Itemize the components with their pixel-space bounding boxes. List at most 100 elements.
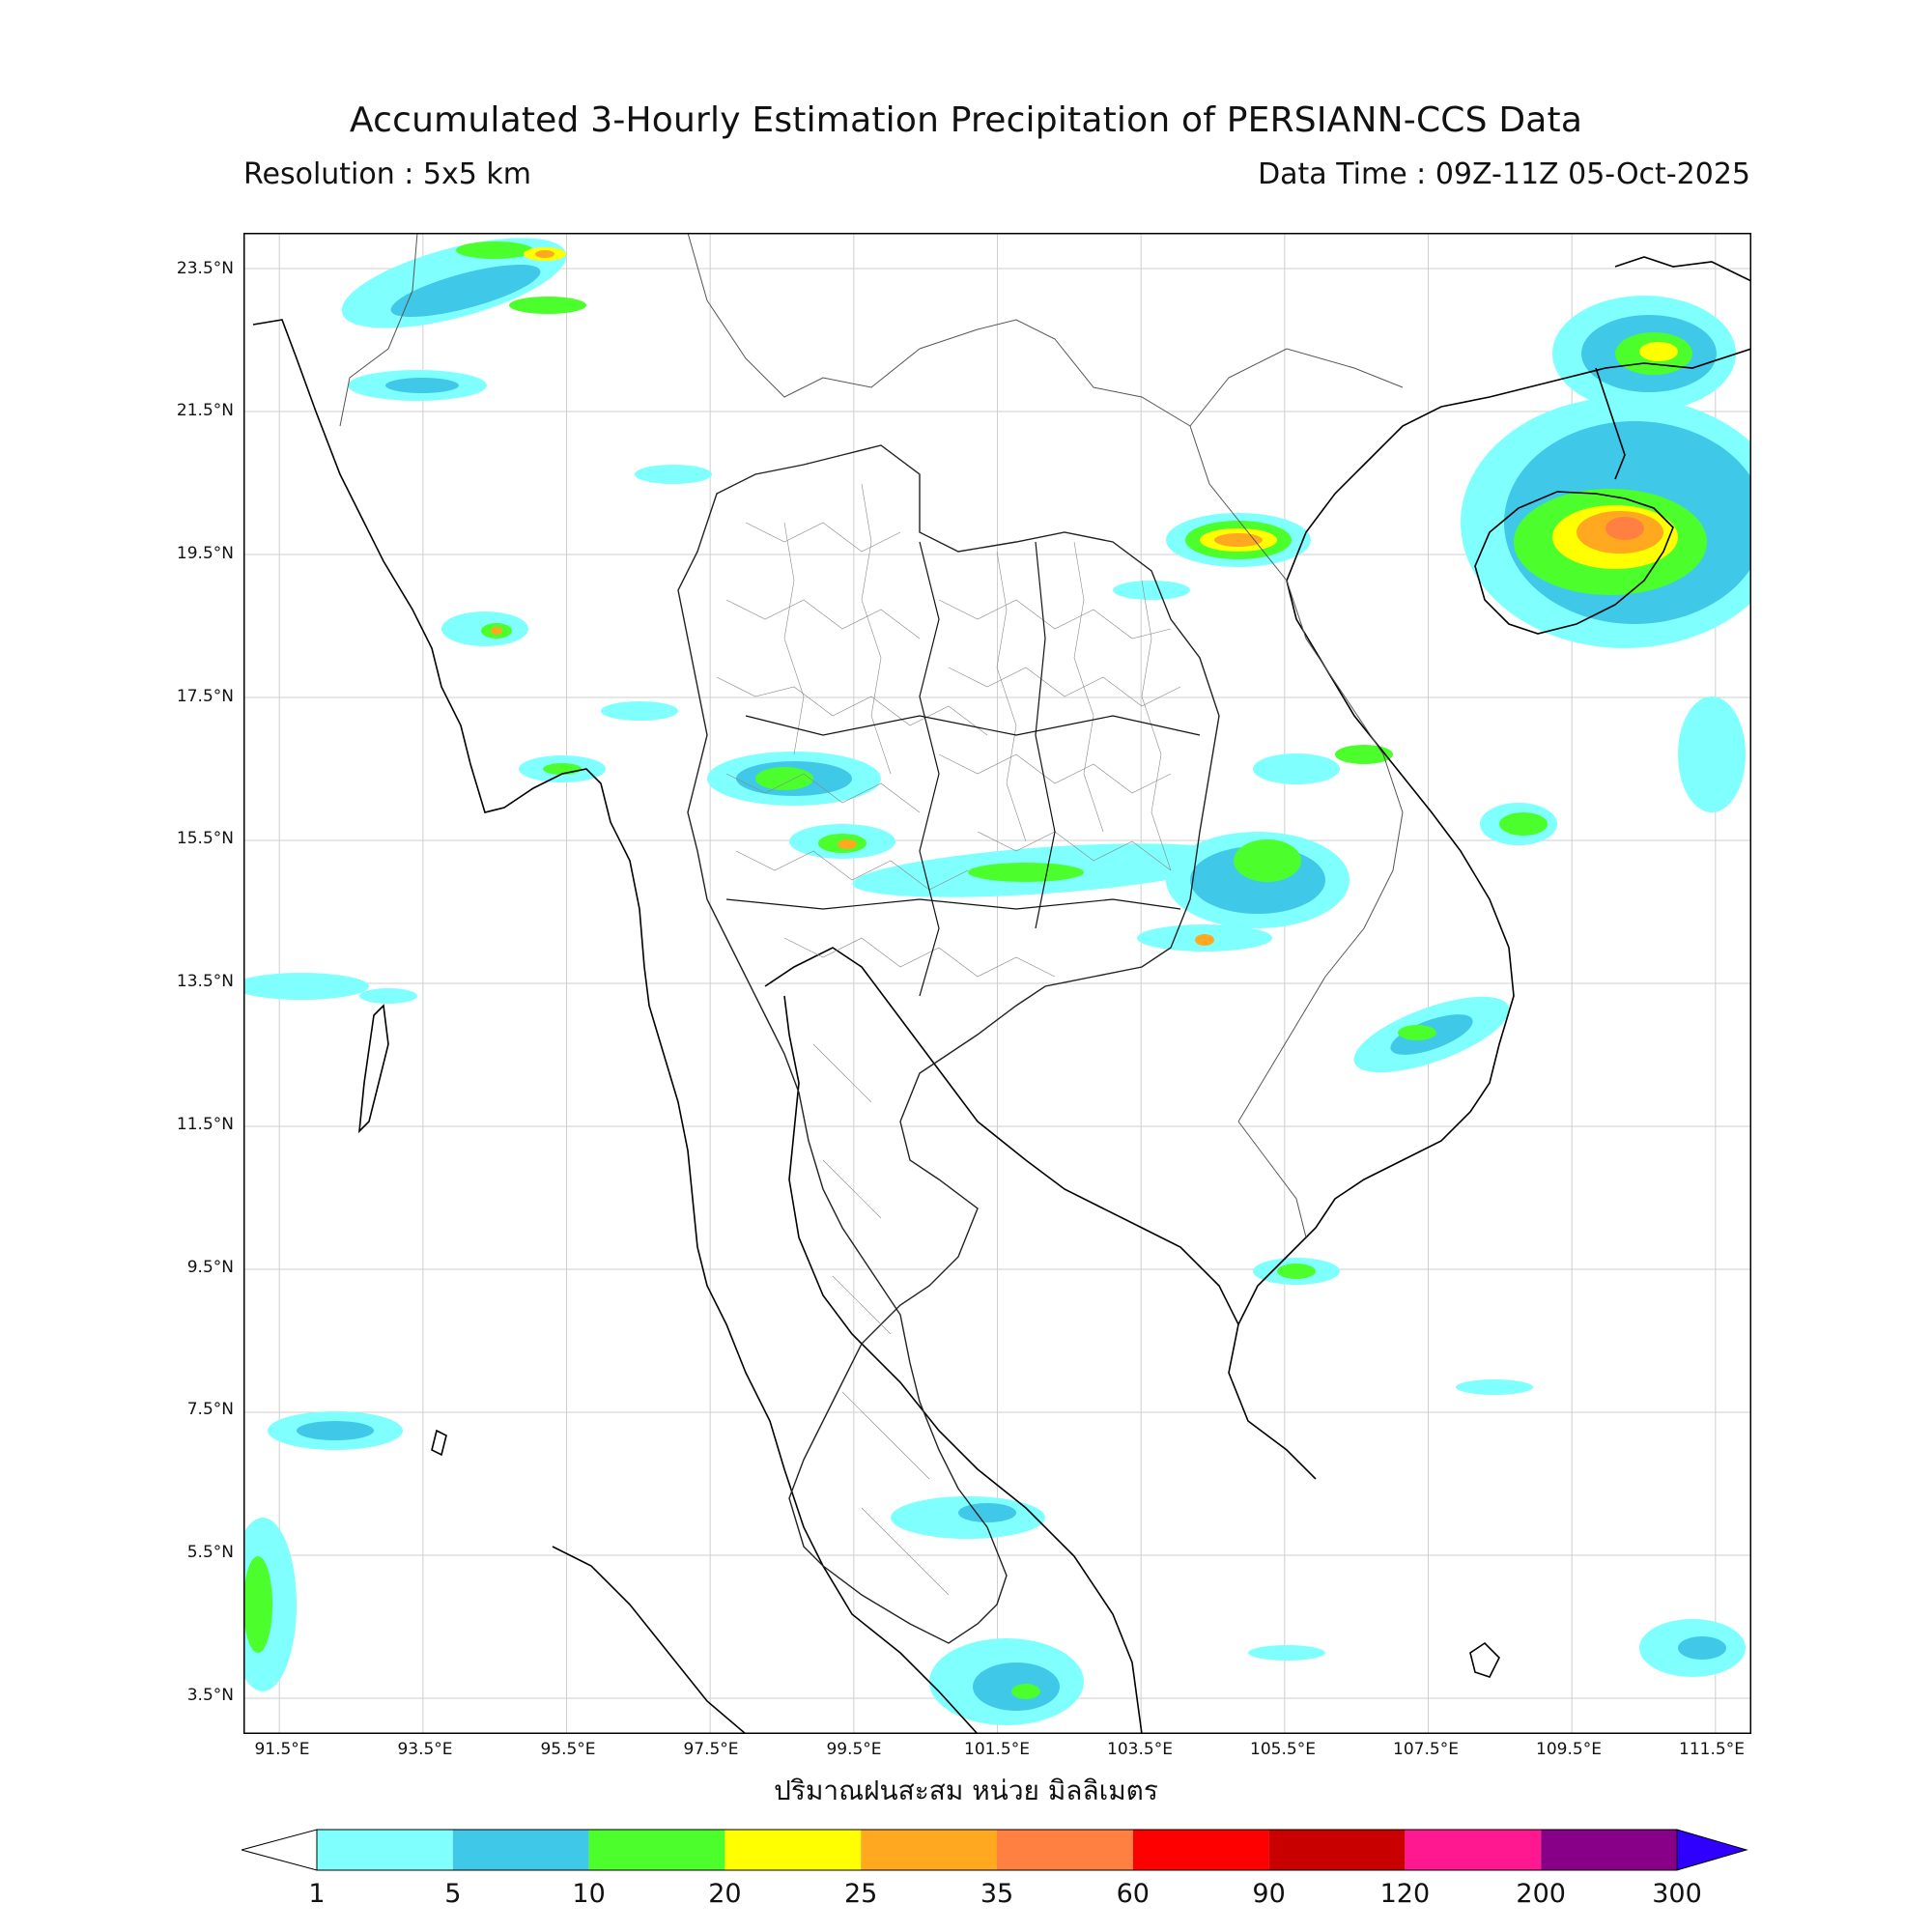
thailand-provinces [677,444,1220,1644]
map-title: Accumulated 3-Hourly Estimation Precipit… [349,100,1583,140]
rain-areas [243,238,1751,1725]
lat-label: 13.5°N [176,972,234,991]
rain-cell [1335,745,1393,764]
rain-cell [1234,839,1301,882]
lon-label: 111.5°E [1679,1740,1745,1759]
rain-cell [1639,342,1678,361]
map-frame [243,233,1751,1734]
rain-cell [1398,1025,1436,1040]
rain-cell [243,973,369,1000]
lat-label: 5.5°N [186,1543,234,1562]
coastline-gulf-west [783,995,1143,1734]
colorbar-under-arrow [242,1829,318,1871]
lon-label: 91.5°E [254,1740,310,1759]
thailand-province-lines [725,541,1201,997]
coastline-borneo-island [1469,1641,1500,1678]
colorbar-tick-label: 120 [1379,1879,1431,1909]
border-vietnam-china [1189,348,1404,427]
border-laos-china [919,319,1191,427]
lon-label: 97.5°E [683,1740,739,1759]
border-cambodia-vietnam [1237,1121,1307,1238]
colorbar-tick-label: 300 [1652,1879,1702,1909]
coastline-gulf-north [764,947,1317,1480]
colorbar-tick-label: 25 [844,1879,878,1909]
lon-label: 105.5°E [1250,1740,1316,1759]
colorbar-bin [1405,1830,1542,1870]
rain-cell [1678,1636,1726,1660]
coastline-myanmar [252,319,698,1248]
thailand-outline [677,444,1220,1644]
colorbar-bin [452,1830,589,1870]
lon-label: 103.5°E [1107,1740,1173,1759]
coastline-andaman [357,1004,389,1134]
rain-cell [456,242,533,259]
lon-label: 99.5°E [826,1740,882,1759]
rain-cell [1113,581,1190,600]
colorbar-tick-label: 90 [1252,1879,1286,1909]
rain-cell [1605,517,1644,540]
lon-label: 93.5°E [397,1740,453,1759]
coastline-china-south [1614,256,1751,282]
rain-cell [491,627,502,635]
thailand-districts [716,483,1181,1596]
rain-cell [1248,1645,1325,1661]
country-borders [339,233,1404,1238]
rain-cell [1456,1379,1533,1395]
coastline-hainan [1474,491,1674,635]
rain-cell [968,863,1084,882]
resolution-label: Resolution : 5x5 km [243,157,531,191]
rain-cell [1678,696,1746,812]
lat-label: 21.5°N [176,401,234,420]
lat-label: 3.5°N [186,1686,234,1705]
colorbar-bin [724,1830,862,1870]
coastlines [252,256,1751,1734]
rain-cell [243,1556,272,1653]
lat-label: 9.5°N [186,1258,234,1277]
lat-label: 7.5°N [186,1400,234,1419]
coastline-sumatra [552,1546,747,1734]
rain-cell [535,250,554,258]
colorbar [242,1829,1748,1871]
colorbar-tick-label: 10 [572,1879,606,1909]
colorbar-bin [1132,1830,1269,1870]
border-myanmar-china-east [687,233,921,398]
colorbar-bin [997,1830,1133,1870]
lon-label: 101.5°E [964,1740,1030,1759]
rain-cell [601,701,678,721]
colorbar-bin [1268,1830,1406,1870]
coastline-tonkin [1286,348,1751,582]
colorbar-bin [588,1830,725,1870]
rain-cell [1214,533,1263,547]
lat-label: 11.5°N [176,1115,234,1134]
coastline-peninsula [696,1246,979,1734]
coastline-leizhou [1595,367,1626,480]
lat-label: 15.5°N [176,829,234,848]
rain-cell [1253,753,1340,784]
rain-cell [385,378,459,393]
lon-label: 109.5°E [1536,1740,1602,1759]
rain-cell [359,988,417,1004]
border-myanmar-china [339,233,418,427]
lat-label: 19.5°N [176,544,234,563]
border-laos-vietnam [1189,425,1404,1122]
rain-cell [297,1421,374,1440]
precipitation-map[interactable] [243,233,1751,1734]
rain-cell [390,264,541,318]
colorbar-tick-label: 5 [444,1879,462,1909]
rain-cell [1277,1264,1316,1279]
rain-cell [509,297,586,314]
colorbar-over-arrow [1676,1829,1748,1871]
rain-cell [1499,812,1548,836]
coastline-nicobar [431,1429,447,1457]
rain-cell [838,839,857,849]
colorbar-tick-label: 35 [980,1879,1014,1909]
rain-cell [1195,934,1214,946]
colorbar-tick-label: 60 [1116,1879,1150,1909]
colorbar-bin [861,1830,997,1870]
rain-cell [635,465,712,484]
lon-label: 107.5°E [1393,1740,1459,1759]
rain-cell [1011,1684,1040,1699]
colorbar-tick-label: 1 [308,1879,326,1909]
coastline-vietnam [1237,580,1515,1325]
colorbar-bin [317,1830,453,1870]
